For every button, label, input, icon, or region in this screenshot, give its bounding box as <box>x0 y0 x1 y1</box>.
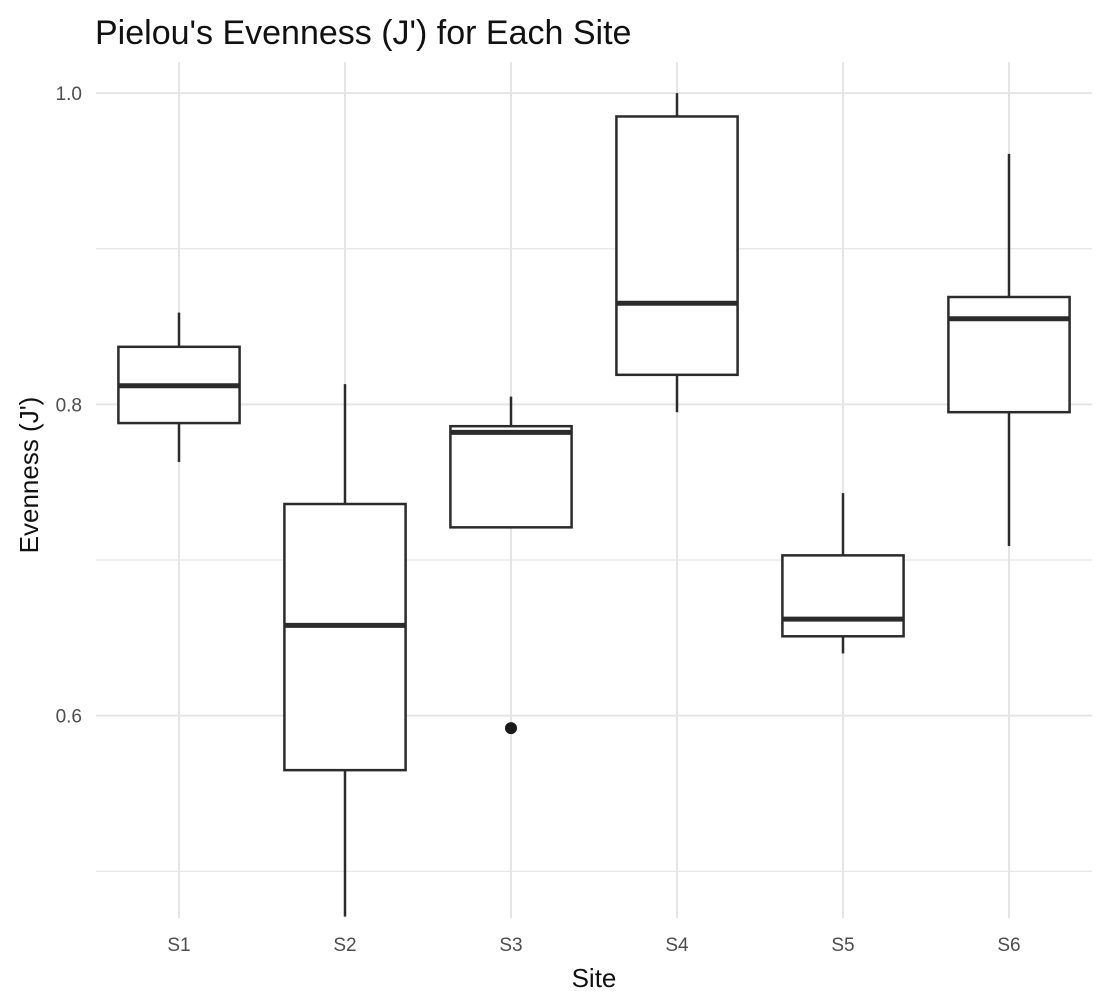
x-tick-label: S6 <box>997 935 1020 956</box>
box-group-s4 <box>615 93 739 413</box>
iqr-box <box>615 115 739 377</box>
box-group-s2 <box>283 384 407 917</box>
outlier-point <box>505 722 517 735</box>
x-tick-label: S3 <box>499 935 522 956</box>
x-tick-label: S1 <box>167 935 190 956</box>
y-tick-label: 1.0 <box>56 84 82 105</box>
y-tick-label: 0.6 <box>56 707 82 728</box>
iqr-box <box>449 424 573 529</box>
box-group-s5 <box>781 493 905 654</box>
label-layer: 0.6 0.8 1.0 S1 S2 S3 S4 S5 S6 <box>56 84 1021 956</box>
x-tick-label: S5 <box>831 935 854 956</box>
y-tick-label: 0.8 <box>56 395 82 416</box>
iqr-box <box>781 554 905 638</box>
iqr-box <box>283 502 407 772</box>
box-group-s1 <box>117 312 241 462</box>
box-group-s3 <box>449 396 573 735</box>
x-tick-label: S4 <box>665 935 689 956</box>
box-layer <box>117 93 1071 917</box>
grid-layer <box>96 62 1092 918</box>
y-axis-title: Evenness (J') <box>14 397 44 554</box>
iqr-box <box>947 295 1071 414</box>
x-axis-title: Site <box>572 963 617 993</box>
box-group-s6 <box>947 153 1071 547</box>
chart-title: Pielou's Evenness (J') for Each Site <box>95 14 631 52</box>
x-tick-label: S2 <box>333 935 356 956</box>
